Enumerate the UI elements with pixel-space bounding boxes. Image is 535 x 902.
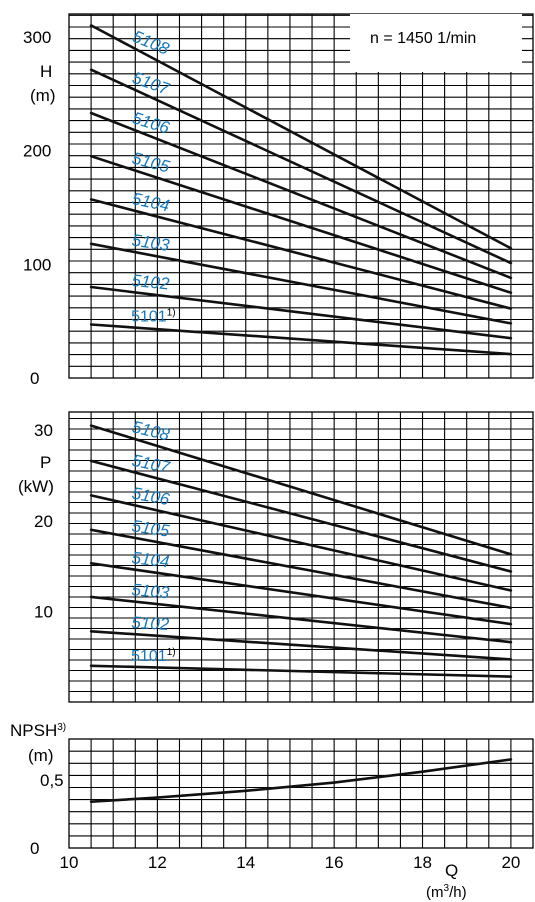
- series-label: 5108: [130, 27, 173, 59]
- series-line: [89, 562, 513, 626]
- series-line: [89, 595, 513, 644]
- x-tick-label: 16: [325, 853, 344, 872]
- flow-axis-unit-open: (m: [426, 884, 444, 901]
- y-tick-label: 20: [34, 512, 53, 531]
- x-tick-label: 14: [236, 853, 255, 872]
- grid-layer: [69, 14, 533, 848]
- series-label-text: 5106: [130, 108, 172, 137]
- series-line: [89, 242, 513, 325]
- power-axis-unit: (kW): [18, 477, 54, 496]
- y-tick-label: 100: [23, 255, 51, 274]
- npsh-axis-unit: (m): [28, 746, 53, 765]
- series-label-text: 5107: [130, 68, 173, 99]
- flow-axis-label: Q: [445, 861, 458, 880]
- panel-frame: [68, 738, 534, 849]
- npsh-axis-label-sup: 3): [57, 722, 66, 733]
- x-tick-label: 20: [501, 853, 520, 872]
- y-tick-label: 300: [23, 28, 51, 47]
- series-line: [89, 285, 513, 340]
- series-label-text: 5101: [131, 648, 167, 665]
- series-label-text: 5102: [131, 613, 170, 634]
- series-label-text: 5101: [131, 308, 167, 325]
- series-label: 5106: [130, 108, 172, 137]
- panel-frame: [68, 13, 534, 379]
- x-tick-label: 18: [413, 853, 432, 872]
- frame-layer: [68, 13, 534, 849]
- series-line: [89, 459, 513, 573]
- npsh-axis-label: NPSH3): [10, 721, 66, 740]
- series-label: 5104: [131, 548, 171, 571]
- series-label: 5105: [130, 149, 172, 177]
- series-label-sup: 1): [167, 647, 176, 658]
- series-label: 51011): [131, 647, 176, 665]
- curves-layer: [89, 24, 513, 803]
- series-line: [89, 323, 513, 356]
- series-label-text: 5103: [131, 580, 171, 602]
- flow-axis-unit-sup: 3: [444, 883, 450, 894]
- series-label-text: 5102: [131, 271, 171, 294]
- flow-axis-unit: (m3/h): [426, 883, 467, 901]
- y-tick-label: 0,5: [40, 771, 64, 790]
- series-label: 5107: [130, 68, 173, 99]
- series-line: [89, 630, 513, 661]
- series-line: [89, 24, 513, 250]
- series-line: [89, 494, 513, 592]
- series-label-sup: 1): [167, 307, 176, 318]
- series-line: [89, 664, 513, 678]
- power-axis-label: P: [40, 453, 51, 472]
- y-tick-label: 0: [30, 839, 39, 858]
- series-line: [89, 154, 513, 294]
- series-line: [89, 528, 513, 610]
- series-label-text: 5105: [130, 149, 172, 177]
- series-line: [89, 111, 513, 280]
- x-tick-label: 10: [60, 853, 79, 872]
- y-tick-label: 0: [30, 369, 39, 388]
- series-line: [89, 68, 513, 265]
- npsh-axis-label-main: NPSH: [10, 721, 57, 740]
- series-label: 5102: [131, 271, 171, 294]
- head-axis-label: H: [40, 62, 52, 81]
- series-label-text: 5104: [131, 548, 171, 571]
- x-tick-label: 12: [148, 853, 167, 872]
- series-line: [89, 758, 513, 803]
- series-line: [89, 424, 513, 556]
- y-tick-label: 10: [34, 602, 53, 621]
- head-axis-unit: (m): [30, 86, 55, 105]
- y-tick-label: 30: [34, 421, 53, 440]
- panel-frame: [68, 411, 534, 703]
- series-label: 5103: [131, 580, 171, 602]
- series-label: 5102: [131, 613, 170, 634]
- y-tick-label: 200: [23, 142, 51, 161]
- series-label-text: 5108: [130, 27, 173, 59]
- flow-axis-unit-close: /h): [449, 884, 467, 901]
- series-line: [89, 198, 513, 310]
- series-label: 51011): [131, 307, 176, 325]
- rpm-annotation-box: [350, 14, 522, 72]
- rpm-annotation: n = 1450 1/min: [370, 30, 476, 47]
